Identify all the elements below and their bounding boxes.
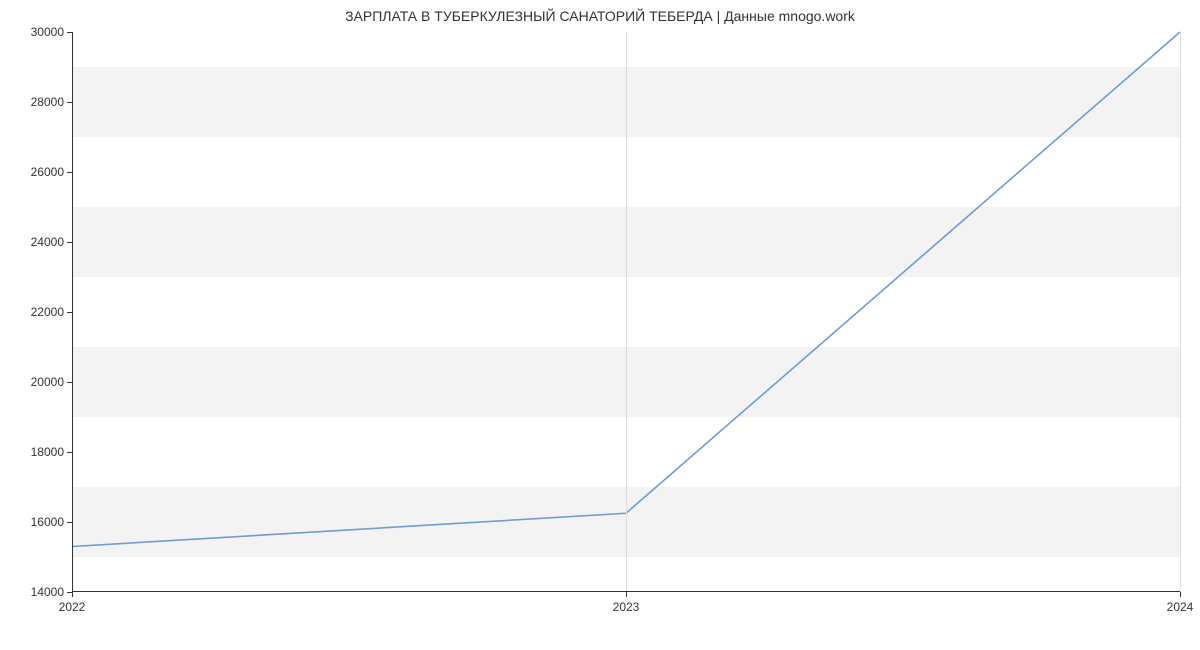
x-gridline bbox=[1180, 32, 1181, 592]
y-tick-label: 22000 bbox=[31, 305, 72, 319]
y-tick-label: 30000 bbox=[31, 25, 72, 39]
y-tick-label: 20000 bbox=[31, 375, 72, 389]
x-tick-label: 2023 bbox=[613, 592, 640, 614]
line-chart: ЗАРПЛАТА В ТУБЕРКУЛЕЗНЫЙ САНАТОРИЙ ТЕБЕР… bbox=[0, 0, 1200, 650]
y-tick-label: 16000 bbox=[31, 515, 72, 529]
x-tick-label: 2022 bbox=[59, 592, 86, 614]
chart-title: ЗАРПЛАТА В ТУБЕРКУЛЕЗНЫЙ САНАТОРИЙ ТЕБЕР… bbox=[0, 8, 1200, 24]
x-tick-label: 2024 bbox=[1167, 592, 1194, 614]
plot-area: 1400016000180002000022000240002600028000… bbox=[72, 32, 1180, 592]
y-axis-line bbox=[72, 32, 73, 592]
y-tick-label: 24000 bbox=[31, 235, 72, 249]
x-gridline bbox=[626, 32, 627, 592]
y-tick-label: 26000 bbox=[31, 165, 72, 179]
y-tick-label: 18000 bbox=[31, 445, 72, 459]
y-tick-label: 28000 bbox=[31, 95, 72, 109]
